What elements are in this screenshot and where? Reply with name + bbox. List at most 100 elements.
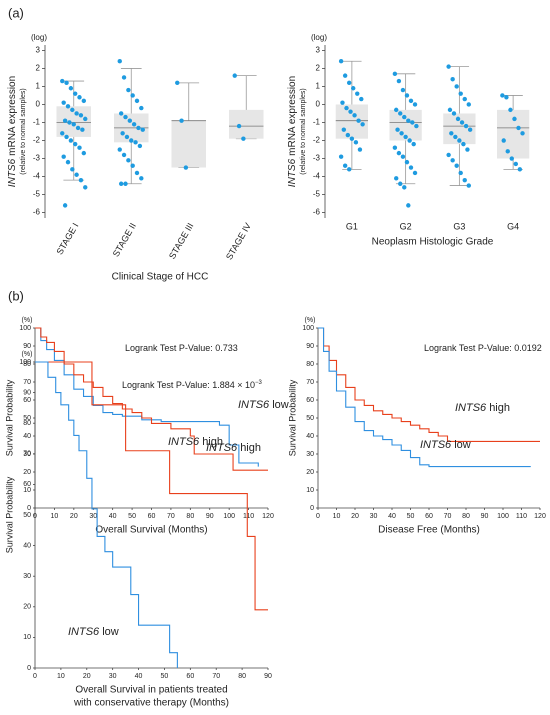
data-point: [446, 64, 451, 69]
data-point: [392, 145, 398, 150]
x-tick-label: 60: [148, 513, 156, 520]
x-label: Clinical Stage of HCC: [112, 272, 209, 283]
x-tick-label: 80: [462, 513, 470, 520]
y-tick-label: 0: [36, 100, 41, 109]
data-point: [463, 123, 469, 129]
x-tick-label: 100: [223, 513, 235, 520]
x-tick-label: 100: [497, 513, 509, 520]
data-point: [71, 122, 76, 127]
data-point: [450, 77, 455, 82]
y-tick-label: 30: [306, 451, 314, 458]
series-label-gene: INTS6: [68, 626, 100, 638]
data-point: [453, 134, 458, 140]
data-point: [126, 158, 131, 163]
data-point: [512, 116, 517, 122]
data-point: [414, 123, 419, 129]
data-point: [74, 172, 79, 177]
x-tick-label: 50: [128, 513, 136, 520]
x-tick-label: 10: [333, 513, 341, 520]
x-tick-label: 60: [425, 513, 433, 520]
x-tick-label: STAGE III: [167, 221, 196, 261]
annotation-text: Logrank Test P-Value: 0.0192: [424, 343, 542, 353]
data-point: [355, 91, 360, 96]
data-point: [394, 107, 399, 113]
x-tick-label: 40: [388, 513, 396, 520]
y-tick-label: -5: [33, 190, 41, 199]
data-point: [402, 114, 407, 120]
data-point: [83, 116, 88, 122]
data-point: [500, 93, 505, 98]
y-tick-label: 2: [316, 64, 321, 73]
y-tick-label: 50: [23, 512, 31, 519]
y-tick-label: 3: [316, 46, 321, 55]
x-tick-label: 30: [109, 673, 117, 680]
data-point: [137, 143, 143, 149]
panel-label: (b): [8, 288, 24, 303]
y-tick-label: 20: [23, 469, 31, 476]
y-tick-label: -4: [33, 172, 41, 181]
data-point: [130, 163, 135, 168]
y-tick-label: -2: [313, 136, 321, 145]
data-point: [241, 136, 246, 141]
data-point: [127, 118, 133, 123]
y-label-rest: mRNA expression: [7, 76, 18, 156]
data-point: [72, 91, 78, 96]
data-point: [402, 185, 407, 190]
data-point: [338, 59, 344, 64]
y-tick-label: 0: [27, 505, 31, 512]
survival-curve: [35, 327, 259, 467]
data-point: [78, 177, 84, 183]
series-label-name: low: [272, 399, 289, 411]
data-point: [341, 127, 347, 132]
y-tick-label: -6: [33, 208, 41, 217]
data-point: [458, 91, 463, 96]
data-point: [140, 127, 145, 132]
x-tick-label: 80: [238, 673, 246, 680]
y-tick-label: 20: [23, 604, 31, 611]
data-point: [62, 203, 68, 208]
survival-curve: [35, 361, 268, 611]
data-point: [394, 176, 399, 181]
data-point: [175, 80, 180, 86]
data-point: [129, 138, 134, 143]
data-point: [139, 176, 144, 181]
series-label-gene: INTS6: [238, 399, 270, 411]
y-tick-label: -3: [313, 154, 321, 163]
data-point: [461, 141, 466, 147]
data-point: [353, 140, 359, 145]
data-point: [462, 96, 467, 102]
x-tick-label: 90: [264, 673, 272, 680]
y-tick-label: 40: [23, 542, 31, 549]
series-label: INTS6 high: [168, 436, 223, 448]
data-point: [65, 104, 71, 109]
series-label-gene: INTS6: [168, 436, 200, 448]
data-point: [454, 84, 459, 89]
data-point: [340, 100, 345, 105]
data-point: [396, 78, 402, 84]
x-tick-label: 30: [370, 513, 378, 520]
data-point: [70, 167, 75, 172]
data-point: [342, 73, 348, 78]
survival-curve: [35, 327, 268, 471]
data-point: [130, 93, 135, 98]
series-label-gene: INTS6: [206, 442, 238, 454]
data-point: [136, 125, 141, 131]
data-point: [126, 87, 131, 93]
y-unit: (log): [311, 33, 327, 42]
y-tick-label: 1: [316, 82, 321, 91]
data-point: [134, 98, 140, 104]
x-tick-label: 90: [481, 513, 489, 520]
data-point: [400, 154, 406, 159]
x-tick-label: 10: [51, 513, 59, 520]
y-tick-label: -2: [33, 136, 41, 145]
data-point: [232, 73, 237, 78]
data-point: [139, 105, 144, 111]
data-point: [179, 118, 184, 123]
data-point: [64, 80, 69, 86]
y-label-gene: INTS6: [7, 158, 18, 187]
y-tick-label: 0: [316, 100, 321, 109]
x-tick-label: 20: [83, 673, 91, 680]
y-tick-label: 80: [23, 420, 31, 427]
x-tick-label: 20: [70, 513, 78, 520]
